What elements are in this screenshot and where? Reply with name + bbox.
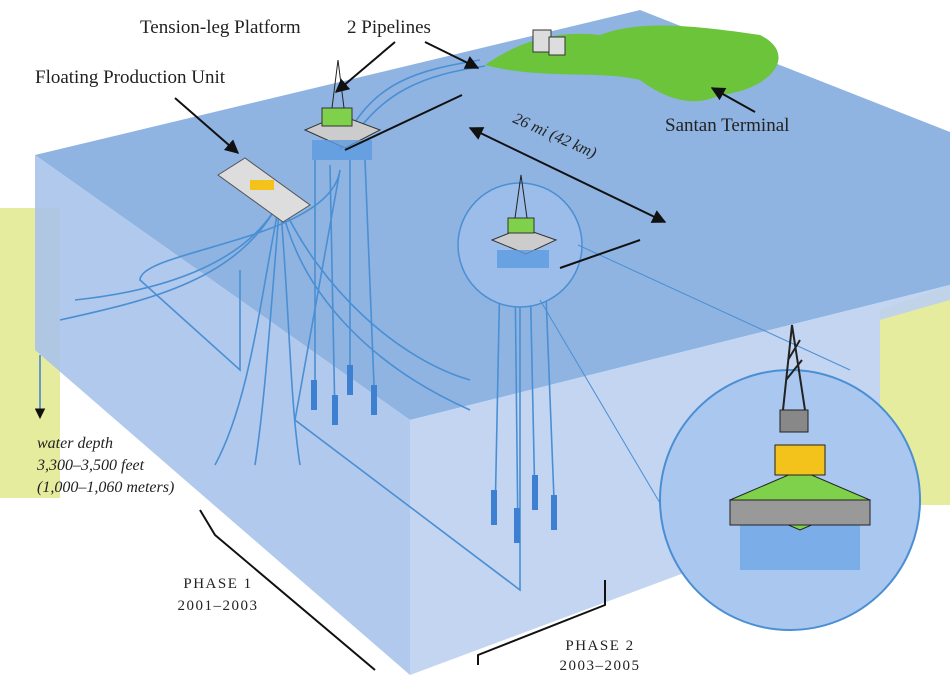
phase-years: 2001–2003 [178,598,259,614]
phase-label: PHASE 1 [183,576,252,592]
pointer [344,94,463,151]
zoom-line [577,244,851,371]
distance-arrow [468,127,667,223]
water-front-left [35,155,410,675]
pointer [174,97,240,154]
label: Tension-leg Platform [140,17,301,38]
fpu-vessel [217,157,311,223]
pointer [559,239,641,269]
tlp-platform [303,59,382,160]
phase-bracket [199,509,376,671]
label: Floating Production Unit [35,67,226,88]
depth-text: water depth [37,435,113,452]
label: Santan Terminal [665,115,789,136]
storage-tanks [532,29,566,56]
label: 2 Pipelines [347,17,431,38]
tlp-detail [728,324,872,570]
pointer [424,41,480,69]
zoom-line [539,299,671,521]
phase-years: 2003–2005 [560,658,641,674]
phase-bracket [477,580,606,665]
pointer [334,41,396,93]
phase-label: PHASE 2 [565,638,634,654]
depth-text: (1,000–1,060 meters) [37,479,174,496]
tlp-platform-2 [490,174,558,268]
pointer [710,87,756,113]
depth-text: 3,300–3,500 feet [36,457,145,474]
